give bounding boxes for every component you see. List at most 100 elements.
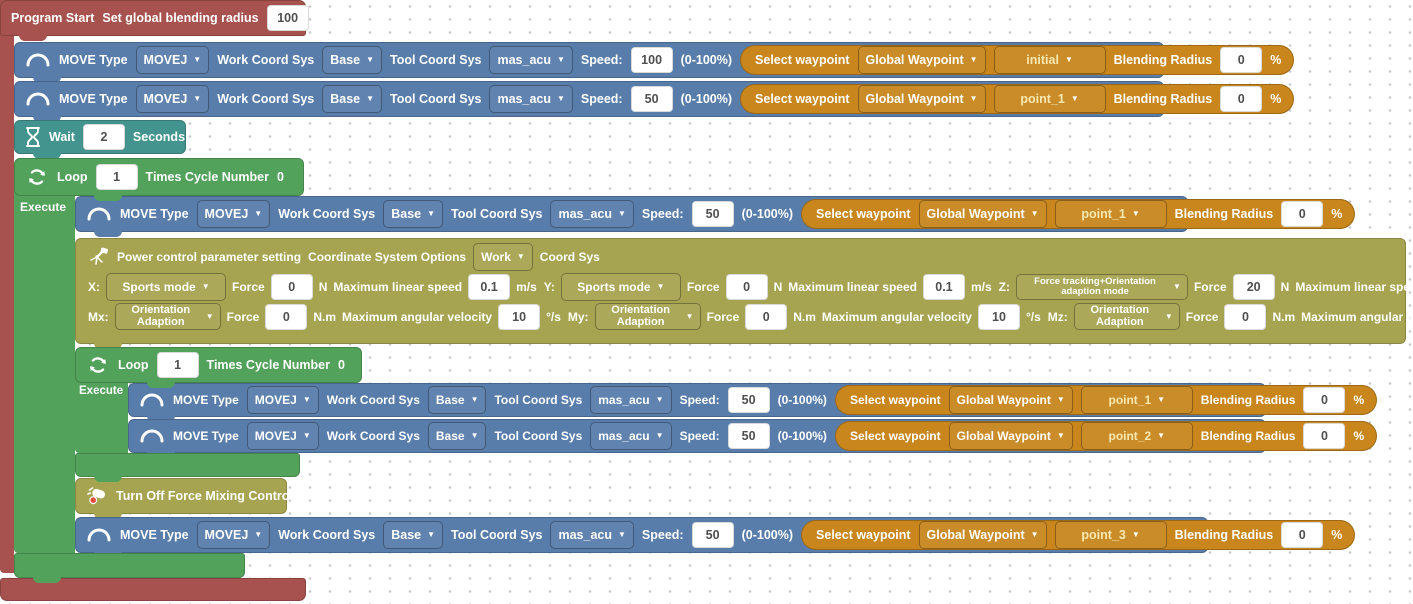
program-end-bar[interactable] (0, 578, 306, 601)
tool-coord-select[interactable]: mas_acu ▼ (550, 521, 634, 549)
axis-my-mode-select[interactable]: Orientation Adaption ▼ (594, 303, 701, 331)
speed-label: Speed: (641, 528, 684, 542)
axis-mx-mode-select[interactable]: Orientation Adaption ▼ (114, 303, 221, 331)
move-type-label: MOVE Type (173, 393, 239, 407)
move-block-inner-point2[interactable]: MOVE Type MOVEJ ▼ Work Coord Sys Base ▼ To… (128, 419, 1378, 458)
chevron-down-icon: ▼ (193, 94, 202, 103)
tool-coord-select[interactable]: mas_acu ▼ (489, 85, 573, 113)
force-input[interactable]: 0 (1224, 303, 1267, 330)
waypoint-select[interactable]: point_2 ▼ (1080, 422, 1193, 450)
program-start-block[interactable]: Program Start Set global blending radius… (0, 0, 328, 41)
speed-input[interactable]: 50 (727, 423, 770, 449)
chevron-down-icon: ▼ (1164, 311, 1173, 321)
axis-y-mode-select[interactable]: Sports mode ▼ (560, 273, 681, 301)
max-angular-velocity-input[interactable]: 10 (977, 303, 1020, 330)
max-linear-speed-input[interactable]: 0.1 (922, 274, 965, 300)
tool-coord-select[interactable]: mas_acu ▼ (590, 386, 672, 414)
force-input[interactable]: 0 (270, 274, 313, 300)
waypoint-group-select[interactable]: Global Waypoint ▼ (857, 85, 986, 113)
execute-label: Execute (79, 385, 124, 397)
blending-radius-input[interactable]: 0 (1220, 86, 1263, 112)
outer-loop-left-stripe[interactable]: Execute (14, 190, 75, 553)
chevron-down-icon: ▼ (366, 94, 375, 103)
speed-input[interactable]: 50 (691, 201, 734, 227)
axis-mz-mode-select[interactable]: Orientation Adaption ▼ (1073, 303, 1180, 331)
move-block-inner-point1[interactable]: MOVE Type MOVEJ ▼ Work Coord Sys Base ▼ To… (128, 383, 1378, 422)
move-block-point1[interactable]: MOVE Type MOVEJ ▼ Work Coord Sys Base ▼ To… (14, 81, 1295, 122)
speed-input[interactable]: 50 (691, 522, 734, 548)
speed-input[interactable]: 50 (727, 387, 770, 413)
move-type-label: MOVE Type (120, 207, 189, 221)
work-coord-select[interactable]: Base ▼ (383, 521, 444, 549)
axis-x-mode-select[interactable]: Sports mode ▼ (106, 273, 226, 301)
force-input[interactable]: 0 (745, 303, 788, 330)
coord-sys-select[interactable]: Work ▼ (473, 243, 533, 271)
inner-loop-end-bar[interactable] (75, 453, 300, 482)
blending-radius-input[interactable]: 0 (1303, 423, 1346, 449)
tool-coord-select[interactable]: mas_acu ▼ (590, 422, 672, 450)
waypoint-group-select[interactable]: Global Waypoint ▼ (857, 46, 986, 74)
waypoint-select[interactable]: point_3 ▼ (1054, 521, 1167, 549)
move-type-select[interactable]: MOVEJ ▼ (135, 85, 210, 113)
select-waypoint-label: Select waypoint (849, 393, 941, 407)
tool-coord-label: Tool Coord Sys (494, 393, 583, 407)
tool-coord-select[interactable]: mas_acu ▼ (550, 200, 634, 228)
axis-label: My: (567, 309, 589, 324)
work-coord-select[interactable]: Base ▼ (322, 46, 383, 74)
force-unit-label: N (318, 280, 328, 294)
outer-loop-end-bar[interactable] (14, 553, 245, 583)
waypoint-group-select[interactable]: Global Waypoint ▼ (918, 200, 1047, 228)
work-coord-select[interactable]: Base ▼ (383, 200, 444, 228)
speed-label: Speed: (641, 207, 684, 221)
force-input[interactable]: 0 (265, 303, 308, 330)
move-type-select[interactable]: MOVEJ ▼ (196, 200, 271, 228)
power-control-block[interactable]: Power control parameter setting Coordina… (75, 238, 1413, 349)
waypoint-select[interactable]: point_1 ▼ (1054, 200, 1167, 228)
work-coord-select[interactable]: Base ▼ (322, 85, 383, 113)
waypoint-pill: Select waypoint Global Waypoint ▼ point_3… (801, 520, 1356, 550)
waypoint-select[interactable]: point_1 ▼ (1080, 386, 1193, 414)
waypoint-group-select[interactable]: Global Waypoint ▼ (948, 422, 1073, 450)
blending-radius-input[interactable]: 0 (1220, 47, 1263, 73)
waypoint-select[interactable]: initial ▼ (993, 46, 1106, 74)
speed-range-label: (0-100%) (741, 528, 794, 542)
speed-input[interactable]: 100 (630, 47, 673, 73)
speed-input[interactable]: 50 (630, 86, 673, 112)
waypoint-group-select[interactable]: Global Waypoint ▼ (948, 386, 1073, 414)
blending-radius-input[interactable]: 0 (1303, 387, 1346, 413)
move-type-select[interactable]: MOVEJ ▼ (135, 46, 210, 74)
inner-loop-block[interactable]: Loop 1 Times Cycle Number 0 (75, 347, 362, 388)
move-block-point3[interactable]: MOVE Type MOVEJ ▼ Work Coord Sys Base ▼ To… (75, 517, 1356, 558)
axis-z-group: Z: Force tracking+Orientation adaption m… (999, 274, 1413, 300)
work-coord-select[interactable]: Base ▼ (427, 386, 487, 414)
max-angular-velocity-input[interactable]: 10 (498, 303, 541, 330)
waypoint-group-select[interactable]: Global Waypoint ▼ (918, 521, 1047, 549)
move-type-select[interactable]: MOVEJ ▼ (246, 386, 319, 414)
wait-seconds-input[interactable]: 2 (82, 124, 125, 150)
move-type-select[interactable]: MOVEJ ▼ (196, 521, 271, 549)
turn-off-force-block[interactable]: Turn Off Force Mixing Control (75, 478, 293, 519)
blending-radius-input[interactable]: 0 (1281, 522, 1324, 548)
wait-block[interactable]: Wait 2 Seconds (14, 120, 186, 159)
waypoint-pill: Select waypoint Global Waypoint ▼ point_2… (834, 421, 1378, 451)
blending-radius-input[interactable]: 0 (1281, 201, 1324, 227)
outer-loop-block[interactable]: Loop 1 Times Cycle Number 0 (14, 158, 304, 201)
move-block-initial[interactable]: MOVE Type MOVEJ ▼ Work Coord Sys Base ▼ To… (14, 42, 1295, 83)
program-start-left-stripe[interactable] (0, 0, 14, 573)
move-type-select[interactable]: MOVEJ ▼ (246, 422, 319, 450)
global-blending-input[interactable]: 100 (266, 5, 309, 31)
waypoint-select[interactable]: point_1 ▼ (993, 85, 1106, 113)
tool-coord-select[interactable]: mas_acu ▼ (489, 46, 573, 74)
work-coord-select[interactable]: Base ▼ (427, 422, 487, 450)
axis-z-mode-select[interactable]: Force tracking+Orientation adaption mode… (1015, 274, 1188, 300)
inner-loop-left-stripe[interactable]: Execute (75, 377, 128, 453)
loop-times-input[interactable]: 1 (156, 352, 199, 378)
tool-coord-label: Tool Coord Sys (390, 53, 482, 67)
force-input[interactable]: 0 (725, 274, 768, 300)
move-block-loop-point1[interactable]: MOVE Type MOVEJ ▼ Work Coord Sys Base ▼ To… (75, 196, 1356, 237)
max-linear-speed-input[interactable]: 0.1 (468, 274, 511, 300)
force-input[interactable]: 20 (1232, 274, 1275, 300)
move-arc-icon (25, 92, 51, 106)
loop-times-input[interactable]: 1 (95, 164, 138, 190)
